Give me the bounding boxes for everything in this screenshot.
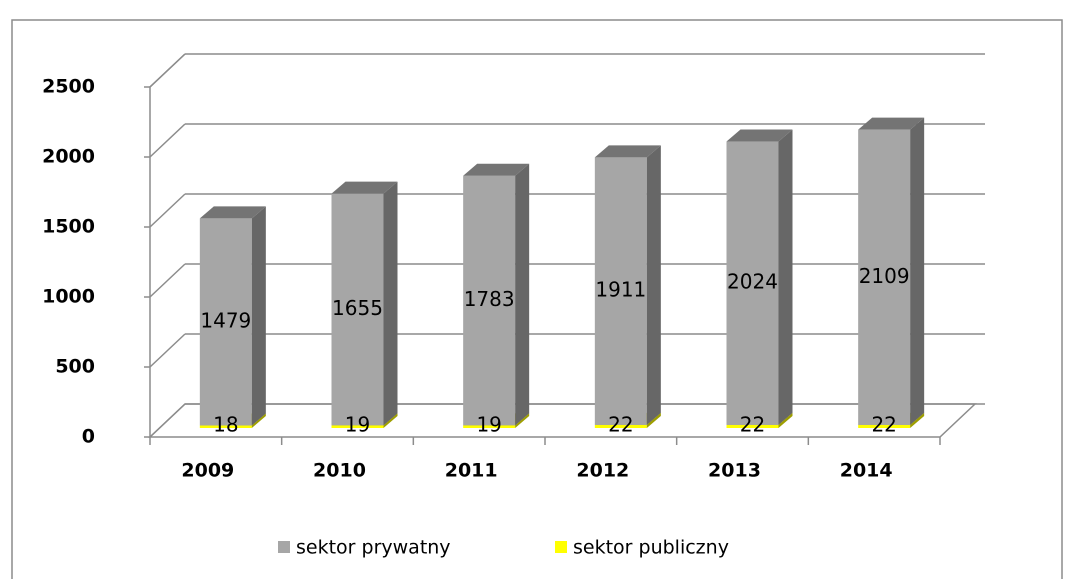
data-label: 18 <box>213 413 238 437</box>
y-tick-label: 500 <box>55 356 95 378</box>
legend-label: sektor publiczny <box>573 537 729 559</box>
bar-top <box>199 206 266 219</box>
legend-swatch <box>278 541 290 553</box>
legend-label: sektor prywatny <box>296 537 451 559</box>
bar-front <box>858 129 911 425</box>
x-tick-label: 2013 <box>708 460 761 482</box>
bar-side <box>646 145 661 425</box>
data-label: 22 <box>871 413 896 437</box>
bar-front <box>726 424 779 428</box>
data-label: 1479 <box>200 308 251 332</box>
grid-line <box>149 333 186 368</box>
bar-front <box>726 141 779 425</box>
bar-side <box>515 413 530 428</box>
bar-top <box>331 181 398 194</box>
floor <box>148 403 977 438</box>
bar-side <box>910 412 925 428</box>
bar-front <box>594 424 647 428</box>
data-label: 2109 <box>859 264 910 288</box>
bar-front <box>199 425 252 428</box>
bar-top <box>594 145 661 158</box>
bar-side <box>778 129 793 425</box>
data-label: 1655 <box>332 296 383 320</box>
grid-line <box>149 403 186 438</box>
y-tick-label: 0 <box>82 426 95 448</box>
y-tick-label: 2500 <box>42 76 95 98</box>
bar-front <box>463 175 516 426</box>
data-label: 19 <box>345 413 370 437</box>
bar-front <box>463 425 516 428</box>
bar-side <box>383 181 398 426</box>
grid-line <box>149 53 186 88</box>
data-label: 22 <box>608 413 633 437</box>
bar-side <box>515 163 530 426</box>
bar-side <box>646 412 661 428</box>
bar-front <box>331 193 384 426</box>
y-tick-label: 1500 <box>42 216 95 238</box>
x-tick-label: 2012 <box>576 460 629 482</box>
bar-side <box>910 117 925 425</box>
bar-side <box>778 412 793 428</box>
data-label: 1783 <box>464 287 515 311</box>
x-tick-label: 2009 <box>181 460 234 482</box>
bar-front <box>858 424 911 428</box>
data-label: 19 <box>476 413 501 437</box>
data-label: 22 <box>740 413 765 437</box>
x-tick-label: 2011 <box>445 460 498 482</box>
bar-top <box>858 117 925 130</box>
grid-line <box>149 123 186 158</box>
bar-side <box>251 413 266 428</box>
bar-top <box>463 163 530 176</box>
data-label: 1911 <box>595 278 646 302</box>
bar-front <box>199 218 252 426</box>
x-tick-label: 2014 <box>840 460 893 482</box>
x-tick-label: 2010 <box>313 460 366 482</box>
y-tick-label: 1000 <box>42 286 95 308</box>
bar-front <box>331 425 384 428</box>
grid-line <box>149 263 186 298</box>
bar-front <box>594 157 647 425</box>
legend-swatch <box>555 541 567 553</box>
bar-side <box>383 413 398 428</box>
data-label: 2024 <box>727 270 778 294</box>
bar-side <box>251 206 266 426</box>
bar-top <box>726 129 793 142</box>
grid-line <box>149 193 186 228</box>
y-tick-label: 2000 <box>42 146 95 168</box>
